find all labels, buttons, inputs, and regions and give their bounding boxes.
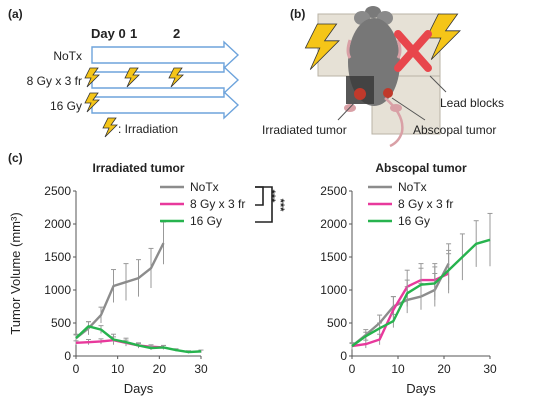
irradiated-tumor-mark xyxy=(354,88,366,100)
series-line-0-2 xyxy=(75,325,202,354)
treatment-arrow-0 xyxy=(91,40,240,70)
x-tick-label-0-1: 10 xyxy=(111,362,125,376)
y-tick-label-1-5: 2500 xyxy=(320,184,347,198)
series-line-0-0 xyxy=(75,242,165,340)
y-tick-label-0-2: 1000 xyxy=(44,283,71,297)
day-header-1: 1 xyxy=(130,26,137,41)
y-tick-label-1-3: 1500 xyxy=(320,250,347,264)
x-tick-label-0-2: 20 xyxy=(153,362,167,376)
irradiation-bolts xyxy=(84,67,184,138)
bolt-icon-legend xyxy=(102,117,118,138)
bolt-icon-16gy-day0 xyxy=(84,92,100,113)
panel-a: (a) Day 0 1 2 NoTx 8 Gy x 3 fr 16 Gy : I… xyxy=(8,7,240,138)
y-tick-label-0-5: 2500 xyxy=(44,184,71,198)
sig-stars-outer: *** xyxy=(274,199,286,213)
series-line-1-1 xyxy=(351,272,450,348)
panel-a-label: (a) xyxy=(8,7,23,21)
series-0-0 xyxy=(73,221,166,343)
row-label-8gy: 8 Gy x 3 fr xyxy=(27,74,82,88)
treatment-arrow-1 xyxy=(91,65,240,95)
y-tick-label-0-3: 1500 xyxy=(44,250,71,264)
x-tick-label-1-2: 20 xyxy=(437,362,451,376)
irradiated-tumor-leader xyxy=(337,99,358,121)
series-1-2 xyxy=(349,212,493,350)
y-tick-label-1-0: 0 xyxy=(340,349,347,363)
chart-irradiated: 0 500 1000 1500 2000 2500 0 10 20 30 Days Irradiate… xyxy=(8,161,286,396)
sig-bracket-outer xyxy=(255,186,273,223)
day-header-0: Day 0 xyxy=(91,26,126,41)
x-tick-label-0-0: 0 xyxy=(73,362,80,376)
abscopal-tumor-leader xyxy=(391,97,426,121)
row-label-notx: NoTx xyxy=(53,49,82,63)
panel-b: (b) Lead blocks Irradiat xyxy=(262,6,504,148)
sig-bracket-inner xyxy=(255,186,264,206)
y-tick-label-0-1: 500 xyxy=(51,316,71,330)
y-tick-label-1-4: 2000 xyxy=(320,217,347,231)
panel-c-label: (c) xyxy=(8,151,23,165)
x-tick-label-1-1: 10 xyxy=(391,362,405,376)
panel-b-label: (b) xyxy=(290,7,305,21)
legend-label-1-1: 8 Gy x 3 fr xyxy=(398,197,453,211)
irradiation-legend-text: : Irradiation xyxy=(118,122,178,136)
legend-label-1-2: 16 Gy xyxy=(398,214,430,228)
chart-title-1: Abscopal tumor xyxy=(375,161,467,175)
sig-stars-inner: *** xyxy=(265,190,277,204)
beam-bolt-icon-left xyxy=(304,23,340,70)
y-tick-label-1-1: 500 xyxy=(327,316,347,330)
x-tick-label-1-0: 0 xyxy=(349,362,356,376)
legend-label-0-0: NoTx xyxy=(190,180,219,194)
series-line-1-0 xyxy=(351,263,450,348)
mouse-icon xyxy=(344,6,404,148)
treatment-arrows xyxy=(91,40,240,120)
bolt-icon-8gy-day2 xyxy=(168,67,184,88)
row-label-16gy: 16 Gy xyxy=(50,99,82,113)
x-tick-label-1-3: 30 xyxy=(483,362,497,376)
abscopal-tumor-label: Abscopal tumor xyxy=(413,123,496,137)
bolt-icon-8gy-day1 xyxy=(124,67,140,88)
series-line-1-2 xyxy=(351,238,491,348)
legend-label-0-2: 16 Gy xyxy=(190,214,222,228)
chart-abscopal: 0 500 1000 1500 2000 2500 0 10 20 30 Days Abscopal … xyxy=(320,161,497,396)
bolt-icon-8gy-day0 xyxy=(84,67,100,88)
lead-blocks-label: Lead blocks xyxy=(440,96,504,110)
legend-label-1-0: NoTx xyxy=(398,180,427,194)
series-0-2 xyxy=(73,321,204,354)
chart-title-0: Irradiated tumor xyxy=(92,161,184,175)
legend-label-0-1: 8 Gy x 3 fr xyxy=(190,197,245,211)
abscopal-tumor-mark xyxy=(383,88,393,98)
y-tick-label-1-2: 1000 xyxy=(320,283,347,297)
blocked-cross-icon xyxy=(394,30,432,72)
y-axis-label-0: Tumor Volume (mm³) xyxy=(8,212,23,334)
day-header-2: 2 xyxy=(173,26,180,41)
y-tick-label-0-4: 2000 xyxy=(44,217,71,231)
treatment-arrow-2 xyxy=(91,90,240,120)
x-axis-label-0: Days xyxy=(124,381,154,396)
x-axis-label-1: Days xyxy=(406,381,436,396)
y-tick-label-0-0: 0 xyxy=(64,349,71,363)
lead-blocks-leader xyxy=(429,75,447,93)
irradiated-tumor-label: Irradiated tumor xyxy=(262,123,347,137)
x-tick-label-0-3: 30 xyxy=(194,362,208,376)
